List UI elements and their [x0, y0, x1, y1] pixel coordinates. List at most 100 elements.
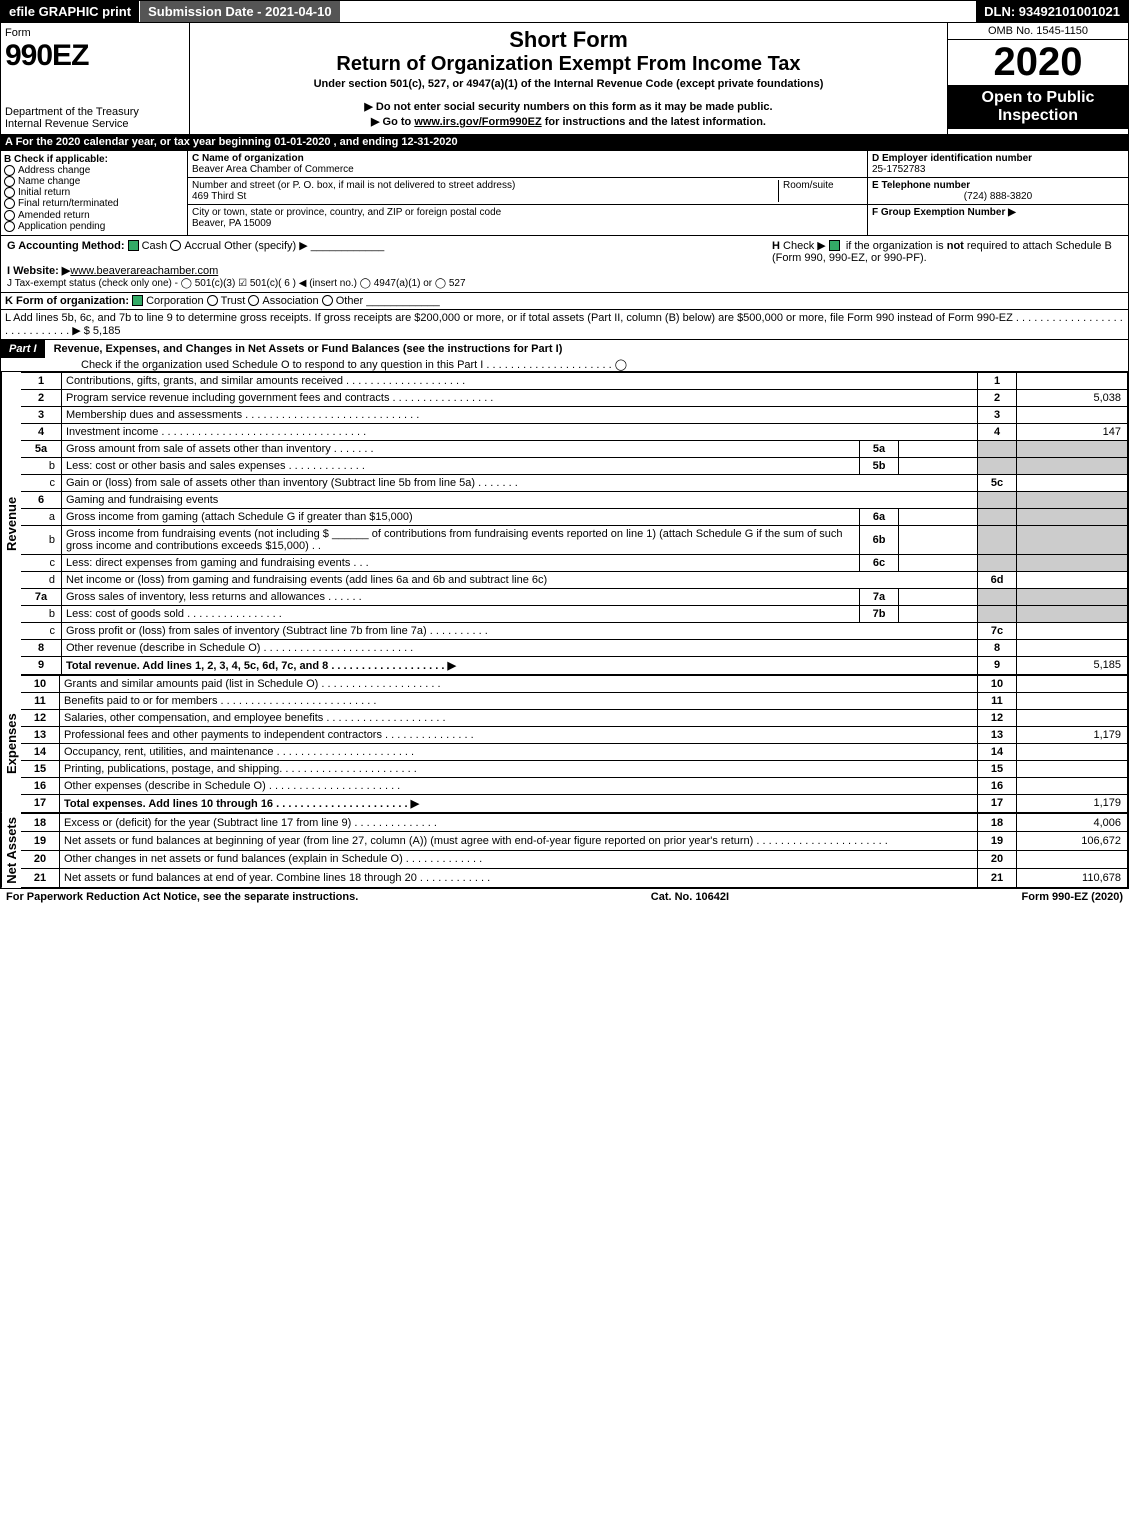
chk-amended-return[interactable]: Amended return	[4, 210, 184, 221]
department-label: Department of the Treasury Internal Reve…	[5, 106, 185, 130]
line-6b: bGross income from fundraising events (n…	[21, 525, 1128, 554]
opt-trust: Trust	[221, 295, 246, 307]
j-tax-exempt: J Tax-exempt status (check only one) - ◯…	[7, 278, 466, 289]
schedule-b-check: H Check ▶ if the organization is not req…	[766, 236, 1128, 292]
chk-final-return[interactable]: Final return/terminated	[4, 198, 184, 209]
line-7c: cGross profit or (loss) from sales of in…	[21, 622, 1128, 639]
dept-irs: Internal Revenue Service	[5, 118, 129, 130]
opt-association: Association	[262, 295, 318, 307]
addr-label: Number and street (or P. O. box, if mail…	[192, 180, 515, 191]
chk-trust[interactable]	[207, 295, 218, 306]
street-address: 469 Third St	[192, 191, 246, 202]
line-6c: cLess: direct expenses from gaming and f…	[21, 554, 1128, 571]
form-header: Form 990EZ Department of the Treasury In…	[0, 23, 1129, 134]
city-cell: City or town, state or province, country…	[188, 205, 867, 231]
line-20: 20Other changes in net assets or fund ba…	[21, 850, 1128, 868]
chk-schedule-b[interactable]	[829, 240, 840, 251]
website-link[interactable]: www.beaverareachamber.com	[70, 265, 218, 277]
line-1: 1Contributions, gifts, grants, and simil…	[21, 372, 1128, 389]
chk-name-change[interactable]: Name change	[4, 176, 184, 187]
chk-cash[interactable]	[128, 240, 139, 251]
row-g-h: G Accounting Method: Cash Accrual Other …	[0, 236, 1129, 293]
col-c-org-info: C Name of organization Beaver Area Chamb…	[188, 151, 867, 235]
city-label: City or town, state or province, country…	[192, 207, 501, 218]
line-9: 9Total revenue. Add lines 1, 2, 3, 4, 5c…	[21, 656, 1128, 674]
tax-year: 2020	[948, 40, 1128, 85]
line-6: 6Gaming and fundraising events	[21, 491, 1128, 508]
part1-title: Revenue, Expenses, and Changes in Net As…	[48, 340, 569, 358]
opt-other-org: Other	[336, 295, 364, 307]
city-state-zip: Beaver, PA 15009	[192, 218, 271, 229]
header-left: Form 990EZ Department of the Treasury In…	[1, 23, 190, 134]
line-10: 10Grants and similar amounts paid (list …	[21, 675, 1128, 692]
revenue-vlabel: Revenue	[1, 372, 21, 675]
expenses-table: 10Grants and similar amounts paid (list …	[21, 675, 1128, 813]
short-form-title: Short Form	[194, 27, 943, 53]
phone-value: (724) 888-3820	[872, 191, 1124, 202]
col-b-checkboxes: B Check if applicable: Address change Na…	[1, 151, 188, 235]
org-name: Beaver Area Chamber of Commerce	[192, 164, 354, 175]
line-5a: 5aGross amount from sale of assets other…	[21, 440, 1128, 457]
ein-value: 25-1752783	[872, 164, 925, 175]
line-17: 17Total expenses. Add lines 10 through 1…	[21, 794, 1128, 812]
f-label: F Group Exemption Number ▶	[872, 207, 1016, 218]
chk-application-pending[interactable]: Application pending	[4, 221, 184, 232]
chk-accrual[interactable]	[170, 240, 181, 251]
c-label: C Name of organization	[192, 153, 304, 164]
line-13: 13Professional fees and other payments t…	[21, 726, 1128, 743]
subtitle-goto: ▶ Go to www.irs.gov/Form990EZ for instru…	[194, 115, 943, 128]
info-grid: B Check if applicable: Address change Na…	[0, 151, 1129, 236]
expenses-section: Expenses 10Grants and similar amounts pa…	[0, 675, 1129, 813]
address-cell: Number and street (or P. O. box, if mail…	[188, 178, 867, 205]
topbar-left: efile GRAPHIC print Submission Date - 20…	[1, 1, 341, 22]
chk-corporation[interactable]	[132, 295, 143, 306]
d-label: D Employer identification number	[872, 153, 1032, 164]
line-6d: dNet income or (loss) from gaming and fu…	[21, 571, 1128, 588]
submission-date-button[interactable]: Submission Date - 2021-04-10	[140, 1, 341, 22]
org-name-cell: C Name of organization Beaver Area Chamb…	[188, 151, 867, 178]
line-21: 21Net assets or fund balances at end of …	[21, 869, 1128, 887]
line-5b: bLess: cost or other basis and sales exp…	[21, 457, 1128, 474]
irs-link[interactable]: www.irs.gov/Form990EZ	[414, 116, 541, 128]
k-label: K Form of organization:	[5, 295, 129, 307]
line-2: 2Program service revenue including gover…	[21, 389, 1128, 406]
revenue-section: Revenue 1Contributions, gifts, grants, a…	[0, 372, 1129, 675]
net-assets-section: Net Assets 18Excess or (deficit) for the…	[0, 813, 1129, 889]
line-8: 8Other revenue (describe in Schedule O) …	[21, 639, 1128, 656]
col-d-e-f: D Employer identification number 25-1752…	[867, 151, 1128, 235]
part1-check-text: Check if the organization used Schedule …	[1, 359, 627, 371]
return-title: Return of Organization Exempt From Incom…	[194, 53, 943, 76]
form-label: Form	[5, 27, 185, 39]
col-b-title: B Check if applicable:	[4, 154, 184, 165]
efile-print-button[interactable]: efile GRAPHIC print	[1, 1, 140, 22]
chk-association[interactable]	[248, 295, 259, 306]
line-5c: cGain or (loss) from sale of assets othe…	[21, 474, 1128, 491]
net-assets-table: 18Excess or (deficit) for the year (Subt…	[21, 813, 1128, 888]
row-l-gross-receipts: L Add lines 5b, 6c, and 7b to line 9 to …	[0, 310, 1129, 340]
line-11: 11Benefits paid to or for members . . . …	[21, 692, 1128, 709]
net-assets-vlabel: Net Assets	[1, 813, 21, 888]
line-19: 19Net assets or fund balances at beginni…	[21, 832, 1128, 850]
chk-initial-return[interactable]: Initial return	[4, 187, 184, 198]
line-15: 15Printing, publications, postage, and s…	[21, 760, 1128, 777]
room-suite: Room/suite	[778, 180, 863, 202]
line-7b: bLess: cost of goods sold . . . . . . . …	[21, 605, 1128, 622]
page-footer: For Paperwork Reduction Act Notice, see …	[0, 889, 1129, 905]
goto-pre: ▶ Go to	[371, 116, 414, 128]
opt-accrual: Accrual	[184, 240, 221, 252]
part1-header-row: Part I Revenue, Expenses, and Changes in…	[0, 340, 1129, 372]
revenue-table: 1Contributions, gifts, grants, and simil…	[21, 372, 1128, 675]
row-k-org-form: K Form of organization: Corporation Trus…	[0, 293, 1129, 310]
subtitle-ssn: ▶ Do not enter social security numbers o…	[194, 100, 943, 113]
i-label: I Website: ▶	[7, 265, 70, 277]
g-label: G Accounting Method:	[7, 240, 125, 252]
part1-label: Part I	[1, 340, 45, 358]
subtitle-section: Under section 501(c), 527, or 4947(a)(1)…	[194, 78, 943, 90]
footer-paperwork: For Paperwork Reduction Act Notice, see …	[6, 891, 358, 903]
accounting-method: G Accounting Method: Cash Accrual Other …	[1, 236, 766, 292]
chk-other-org[interactable]	[322, 295, 333, 306]
chk-address-change[interactable]: Address change	[4, 165, 184, 176]
goto-post: for instructions and the latest informat…	[542, 116, 766, 128]
line-14: 14Occupancy, rent, utilities, and mainte…	[21, 743, 1128, 760]
expenses-vlabel: Expenses	[1, 675, 21, 813]
